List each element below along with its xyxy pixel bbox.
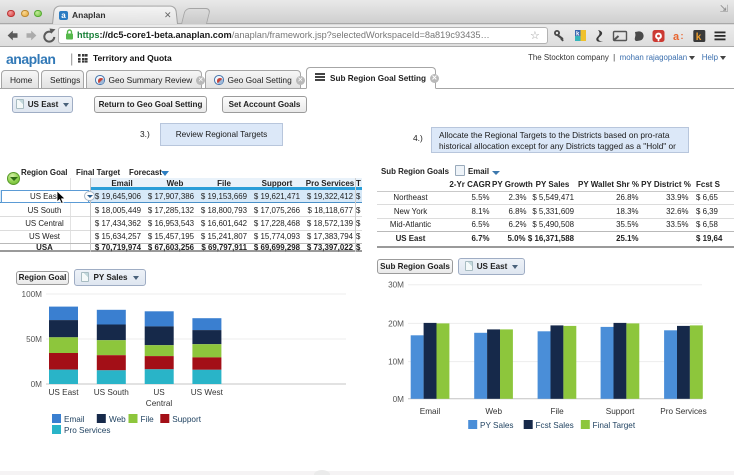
svg-text:20M: 20M: [388, 319, 404, 328]
svg-text:10M: 10M: [388, 358, 404, 367]
svg-text:Central: Central: [146, 399, 173, 408]
svg-text:0M: 0M: [393, 395, 405, 404]
svg-text:Email: Email: [420, 407, 441, 416]
svg-text::: :: [681, 31, 684, 41]
svg-text:0M: 0M: [31, 380, 43, 389]
svg-text:Final Target: Final Target: [593, 421, 636, 430]
svg-text:US South: US South: [94, 388, 129, 397]
svg-text:30M: 30M: [388, 281, 404, 290]
svg-text:US: US: [153, 388, 165, 397]
svg-text:US West: US West: [191, 388, 224, 397]
svg-text:PY Sales: PY Sales: [480, 421, 514, 430]
svg-text:Support: Support: [172, 415, 201, 424]
svg-text:Pro Services: Pro Services: [660, 407, 706, 416]
svg-text:k: k: [576, 31, 580, 37]
svg-text:100M: 100M: [22, 290, 43, 299]
svg-text:a: a: [673, 31, 680, 43]
svg-text:File: File: [141, 415, 155, 424]
svg-text:Email: Email: [64, 415, 85, 424]
svg-text:Pro Services: Pro Services: [64, 426, 110, 435]
svg-text:Support: Support: [606, 407, 635, 416]
svg-text:k: k: [696, 32, 702, 43]
svg-text:Web: Web: [109, 415, 126, 424]
svg-text:Web: Web: [485, 407, 502, 416]
svg-text:Fcst Sales: Fcst Sales: [536, 421, 574, 430]
svg-text:File: File: [550, 407, 564, 416]
svg-text:50M: 50M: [26, 335, 42, 344]
svg-text:US East: US East: [48, 388, 79, 397]
